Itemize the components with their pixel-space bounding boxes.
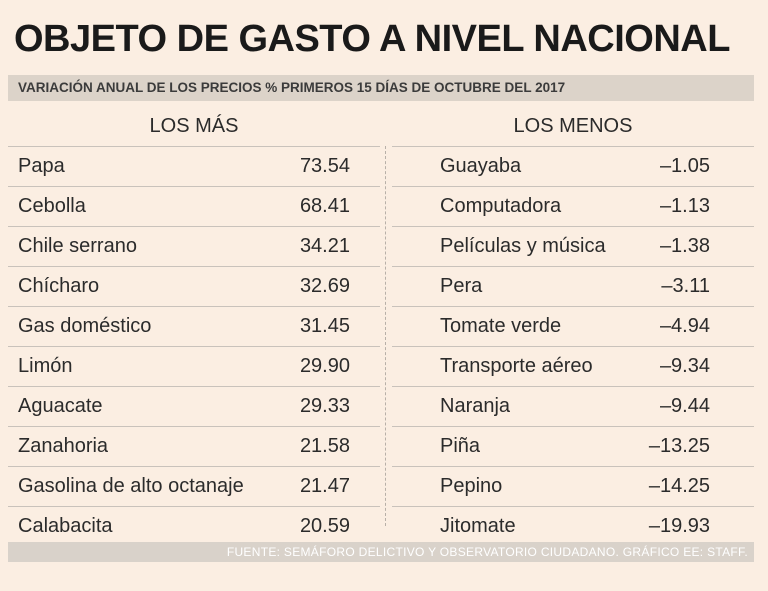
row-label: Gasolina de alto octanaje xyxy=(18,475,244,497)
row-label: Tomate verde xyxy=(440,315,562,337)
row-label: Guayaba xyxy=(440,155,522,177)
row-value: –14.25 xyxy=(648,475,710,497)
row-label: Pepino xyxy=(440,475,503,497)
table-row: Chícharo 32.69 xyxy=(8,267,380,307)
row-value: –1.38 xyxy=(659,235,710,257)
row-label: Gas doméstico xyxy=(18,315,152,337)
row-label: Zanahoria xyxy=(18,435,109,457)
row-label: Limón xyxy=(18,355,73,377)
table-row: Tomate verde –4.94 xyxy=(392,307,754,347)
table-row: Computadora –1.13 xyxy=(392,187,754,227)
row-label: Piña xyxy=(440,435,481,457)
row-value: 32.69 xyxy=(299,275,350,297)
row-value: 21.47 xyxy=(299,475,350,497)
row-value: 29.90 xyxy=(299,355,350,377)
column-divider xyxy=(385,146,386,526)
row-value: –4.94 xyxy=(659,315,710,337)
rows-los-mas: Papa 73.54 Cebolla 68.41 Chile serrano 34.21 C… xyxy=(8,147,380,546)
row-value: –3.11 xyxy=(661,275,710,297)
table-row: Calabacita 20.59 xyxy=(8,507,380,546)
row-label: Jitomate xyxy=(440,515,516,537)
row-value: –1.13 xyxy=(659,195,710,217)
table-row: Aguacate 29.33 xyxy=(8,387,380,427)
chart-subtitle: VARIACIÓN ANUAL DE LOS PRECIOS % PRIMERO… xyxy=(8,75,754,101)
row-label: Calabacita xyxy=(18,515,113,537)
table-row: Chile serrano 34.21 xyxy=(8,227,380,267)
table-row: Zanahoria 21.58 xyxy=(8,427,380,467)
table-header-los-mas: LOS MÁS xyxy=(8,110,380,147)
row-value: –13.25 xyxy=(648,435,710,457)
row-label: Pera xyxy=(440,275,483,297)
row-label: Chile serrano xyxy=(18,235,137,257)
row-label: Papa xyxy=(18,155,65,177)
table-row: Piña –13.25 xyxy=(392,427,754,467)
row-label: Naranja xyxy=(440,395,511,417)
table-los-menos: LOS MENOS Guayaba –1.05 Computadora –1.13 Pe… xyxy=(392,110,754,546)
table-row: Guayaba –1.05 xyxy=(392,147,754,187)
row-value: –19.93 xyxy=(648,515,710,537)
row-value: 29.33 xyxy=(299,395,350,417)
table-row: Pepino –14.25 xyxy=(392,467,754,507)
row-value: –9.44 xyxy=(659,395,710,417)
table-row: Gas doméstico 31.45 xyxy=(8,307,380,347)
table-row: Limón 29.90 xyxy=(8,347,380,387)
table-row: Películas y música –1.38 xyxy=(392,227,754,267)
row-label: Computadora xyxy=(440,195,562,217)
table-los-mas: LOS MÁS Papa 73.54 Cebolla 68.41 Chile serra… xyxy=(8,110,380,546)
table-row: Transporte aéreo –9.34 xyxy=(392,347,754,387)
chart-title: OBJETO DE GASTO A NIVEL NACIONAL xyxy=(14,18,730,60)
row-label: Transporte aéreo xyxy=(440,355,593,377)
row-value: –1.05 xyxy=(659,155,710,177)
table-row: Pera –3.11 xyxy=(392,267,754,307)
row-value: 21.58 xyxy=(299,435,350,457)
table-row: Cebolla 68.41 xyxy=(8,187,380,227)
table-row: Papa 73.54 xyxy=(8,147,380,187)
table-row: Jitomate –19.93 xyxy=(392,507,754,546)
table-row: Naranja –9.44 xyxy=(392,387,754,427)
table-row: Gasolina de alto octanaje 21.47 xyxy=(8,467,380,507)
row-label: Cebolla xyxy=(18,195,86,217)
row-value: 68.41 xyxy=(299,195,350,217)
row-label: Chícharo xyxy=(18,275,100,297)
row-value: 34.21 xyxy=(299,235,350,257)
row-value: 31.45 xyxy=(299,315,350,337)
row-label: Películas y música xyxy=(440,235,606,257)
row-label: Aguacate xyxy=(18,395,103,417)
row-value: 73.54 xyxy=(299,155,350,177)
row-value: –9.34 xyxy=(659,355,710,377)
row-value: 20.59 xyxy=(299,515,350,537)
table-header-los-menos: LOS MENOS xyxy=(392,110,754,147)
source-note: FUENTE: SEMÁFORO DELICTIVO Y OBSERVATORI… xyxy=(8,542,754,562)
rows-los-menos: Guayaba –1.05 Computadora –1.13 Películas y … xyxy=(392,147,754,546)
